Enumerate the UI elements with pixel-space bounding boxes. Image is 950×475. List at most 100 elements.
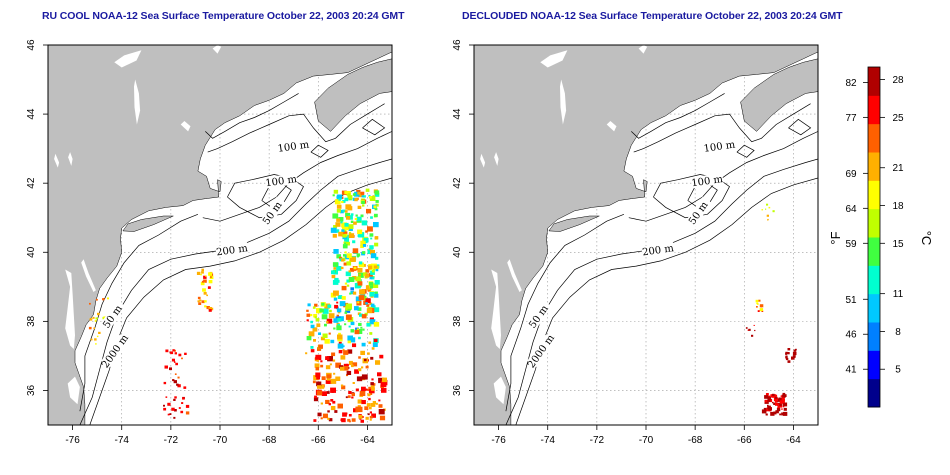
contour-label-bg bbox=[276, 138, 310, 154]
sst-pixel bbox=[367, 413, 370, 416]
sst-pixel bbox=[342, 412, 347, 417]
sst-pixel bbox=[770, 411, 775, 416]
sst-pixel bbox=[326, 377, 331, 381]
sst-pixel bbox=[352, 362, 358, 367]
sst-pixel bbox=[369, 291, 375, 297]
sst-pixel bbox=[199, 299, 202, 302]
sst-pixel bbox=[339, 209, 344, 214]
sst-pixel bbox=[767, 404, 769, 407]
sst-pixel bbox=[369, 196, 376, 201]
sst-pixel bbox=[370, 285, 373, 289]
temperature-colorbar: 82 77 69 64 59 51 46 41 28 25 21 18 15 11 8 5 °F °C bbox=[828, 66, 934, 408]
sst-pixel bbox=[361, 386, 366, 392]
sst-pixel bbox=[351, 393, 355, 397]
sst-pixel bbox=[349, 268, 355, 272]
sst-pixel bbox=[765, 413, 768, 416]
lon-tick-label: -74 bbox=[114, 435, 129, 446]
sst-pixel bbox=[353, 221, 357, 225]
right-map-panel: -76 -74 -72 -70 -68 -66 -64 36 38 40 42 44 46 100 m 1… bbox=[452, 39, 819, 446]
sst-pixel bbox=[355, 296, 362, 302]
lake-polygon bbox=[494, 152, 499, 166]
depth-contour-line bbox=[505, 213, 625, 412]
sst-pixel bbox=[173, 349, 176, 352]
sst-pixel bbox=[347, 340, 351, 344]
sst-pixel bbox=[307, 303, 311, 307]
sst-pixel bbox=[755, 299, 759, 303]
sst-pixel bbox=[310, 349, 315, 353]
sst-pixel bbox=[352, 382, 355, 384]
sst-pixel bbox=[354, 369, 359, 374]
sst-pixel bbox=[793, 349, 797, 352]
sst-pixel bbox=[775, 403, 779, 406]
sst-pixel bbox=[321, 302, 325, 306]
sst-pixel bbox=[173, 380, 177, 384]
sst-pixel bbox=[339, 256, 343, 260]
sst-pixel bbox=[370, 303, 375, 307]
sst-pixel bbox=[338, 332, 341, 336]
sst-pixel bbox=[173, 416, 176, 419]
contour-label-bg bbox=[258, 196, 286, 230]
sst-pixel bbox=[764, 395, 769, 399]
sst-pixel bbox=[342, 209, 346, 213]
sst-pixel bbox=[361, 200, 365, 204]
sst-pixel bbox=[373, 283, 379, 288]
sst-pixel bbox=[785, 351, 788, 354]
left-sst-data bbox=[88, 188, 388, 423]
sst-pixel bbox=[344, 238, 349, 243]
sst-pixel bbox=[361, 342, 366, 347]
sst-pixel bbox=[761, 209, 763, 211]
sst-pixel bbox=[357, 301, 360, 304]
sst-pixel bbox=[177, 384, 181, 388]
sst-pixel bbox=[326, 318, 333, 324]
sst-pixel bbox=[337, 311, 341, 314]
sst-pixel bbox=[178, 407, 181, 409]
sst-pixel bbox=[356, 406, 363, 413]
sst-pixel bbox=[313, 375, 319, 381]
sst-pixel bbox=[332, 359, 336, 362]
sst-pixel bbox=[314, 363, 320, 368]
sst-pixel bbox=[171, 407, 175, 411]
sst-pixel bbox=[757, 310, 760, 312]
sst-pixel bbox=[344, 282, 348, 285]
sst-pixel bbox=[167, 413, 170, 416]
sst-pixel bbox=[370, 216, 373, 219]
sst-pixel bbox=[312, 380, 316, 384]
sst-pixel bbox=[365, 285, 372, 291]
sst-pixel bbox=[208, 309, 212, 312]
sst-pixel bbox=[360, 419, 364, 423]
sst-pixel bbox=[326, 391, 330, 394]
sst-pixel bbox=[171, 358, 175, 362]
sst-pixel bbox=[783, 394, 787, 397]
contour-label-bg bbox=[702, 138, 736, 154]
sst-pixel bbox=[360, 326, 363, 329]
contour-label-bg bbox=[684, 196, 712, 230]
sst-pixel bbox=[322, 333, 328, 339]
right-axis-ticks: -76 -74 -72 -70 -68 -66 -64 36 38 40 42 44 46 bbox=[452, 39, 801, 446]
lon-tick-label: -76 bbox=[491, 435, 506, 446]
sst-pixel bbox=[344, 191, 348, 195]
sst-pixel bbox=[330, 387, 336, 393]
sst-pixel bbox=[775, 410, 779, 414]
sst-pixel bbox=[182, 397, 185, 400]
sst-pixel bbox=[201, 280, 205, 283]
fahrenheit-ticks: 82 77 69 64 59 51 46 41 bbox=[845, 78, 868, 376]
sst-pixel bbox=[200, 281, 205, 286]
sst-pixel bbox=[357, 229, 363, 235]
sst-pixel bbox=[306, 319, 309, 322]
sst-pixel bbox=[348, 224, 354, 229]
sst-pixel bbox=[335, 229, 340, 233]
sst-pixel bbox=[369, 196, 372, 199]
sst-pixel bbox=[312, 327, 318, 332]
sst-pixel bbox=[310, 324, 315, 329]
sst-pixel bbox=[367, 226, 373, 232]
contour-label-bg bbox=[690, 173, 724, 189]
sst-pixel bbox=[355, 388, 359, 392]
sst-pixel bbox=[369, 418, 372, 421]
sst-pixel bbox=[180, 410, 184, 414]
sst-pixel bbox=[316, 308, 322, 314]
sst-pixel bbox=[369, 406, 372, 410]
sst-pixel bbox=[325, 356, 330, 360]
sst-pixel bbox=[792, 355, 796, 358]
lat-tick-label: 40 bbox=[26, 246, 37, 258]
sst-pixel bbox=[349, 362, 352, 366]
